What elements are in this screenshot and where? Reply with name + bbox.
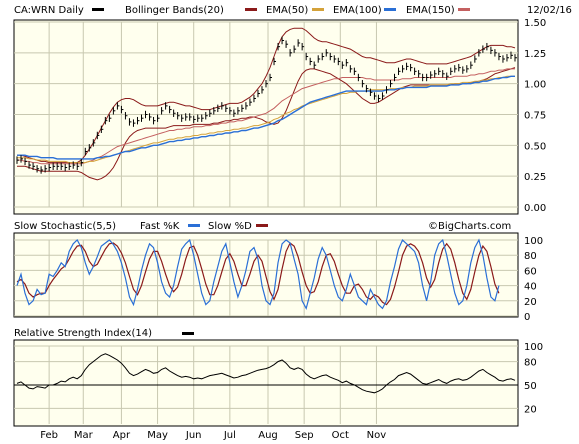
stochastic-slow-label: Slow %D (208, 221, 252, 232)
x-axis-labels: Feb Mar Apr May Jun Jul Aug Sep Oct Nov (40, 430, 386, 441)
y-tick-label: 20 (524, 404, 537, 415)
y-tick-label: 80 (524, 358, 537, 369)
slow-d-swatch (256, 224, 268, 227)
x-tick-label: Aug (258, 430, 278, 441)
rsi-line (16, 353, 516, 394)
chart-header: CA:WRN Daily Bollinger Bands(20) EMA(50)… (14, 5, 572, 16)
y-tick-label: 0.00 (524, 203, 546, 214)
price-panel: 1.50 1.25 1.00 0.75 0.50 0.25 0.00 (13, 18, 546, 215)
rsi-grid (14, 345, 518, 424)
slow-d-line (16, 242, 500, 306)
ema100-line (17, 75, 515, 164)
stochastic-fast-label: Fast %K (140, 221, 180, 232)
y-tick-label: 1.50 (524, 18, 546, 29)
y-tick-label: 100 (524, 342, 543, 353)
x-tick-label: Mar (74, 430, 94, 441)
y-tick-label: 0.25 (524, 172, 546, 183)
x-tick-label: Jul (223, 430, 236, 441)
rsi-header-bg (0, 324, 579, 340)
x-tick-label: May (147, 430, 168, 441)
legend-ema50-swatch (312, 8, 324, 11)
ema50-line (17, 68, 515, 165)
x-tick-label: Jun (185, 430, 202, 441)
symbol-label: CA:WRN Daily (14, 5, 84, 16)
chart-date: 12/02/16 (527, 5, 572, 16)
legend-bollinger: Bollinger Bands(20) (125, 5, 224, 16)
y-tick-label: 1.25 (524, 49, 546, 60)
rsi-swatch (182, 332, 194, 335)
legend-ema100: EMA(100) (333, 5, 382, 16)
x-tick-label: Oct (332, 430, 349, 441)
fast-k-line (16, 238, 500, 311)
rsi-series (14, 353, 518, 394)
y-tick-label: 1.00 (524, 80, 546, 91)
bollinger-upper-line (17, 27, 516, 164)
bigcharts-watermark: ©BigCharts.com (428, 221, 511, 232)
price-axis: 1.50 1.25 1.00 0.75 0.50 0.25 0.00 (524, 18, 546, 214)
legend-ema100-swatch (384, 8, 396, 11)
symbol-swatch (92, 8, 104, 11)
y-tick-label: 20 (524, 297, 537, 308)
rsi-panel: Relative Strength Index(14) 100 80 50 20 (0, 324, 579, 427)
stochastic-panel: Slow Stochastic(5,5) Fast %K Slow %D ©Bi… (0, 218, 579, 323)
price-series (16, 27, 517, 181)
stochastic-series (16, 238, 500, 311)
y-tick-label: 50 (524, 381, 537, 392)
ema150-line (17, 75, 515, 160)
rsi-axis: 100 80 50 20 (524, 342, 543, 415)
legend-ema150-swatch (458, 8, 470, 11)
rsi-panel-bg (13, 339, 519, 427)
y-tick-label: 100 (524, 236, 543, 247)
stochastic-title: Slow Stochastic(5,5) (14, 221, 116, 232)
price-panel-bg (13, 19, 519, 215)
legend-ema150: EMA(150) (406, 5, 455, 16)
stochastic-axis: 100 80 60 40 20 0 (524, 236, 543, 323)
x-tick-label: Sep (295, 430, 314, 441)
y-tick-label: 0.75 (524, 111, 546, 122)
legend-bollinger-swatch (245, 8, 257, 11)
legend-ema50: EMA(50) (266, 5, 308, 16)
x-tick-label: Apr (113, 430, 131, 441)
fast-k-swatch (188, 224, 200, 227)
y-tick-label: 40 (524, 282, 537, 293)
stochastic-header-bg (0, 218, 579, 232)
y-tick-label: 60 (524, 266, 537, 277)
x-tick-label: Feb (40, 430, 58, 441)
y-tick-label: 0.50 (524, 141, 546, 152)
y-tick-label: 80 (524, 251, 537, 262)
y-tick-label: 0 (524, 312, 530, 323)
rsi-title: Relative Strength Index(14) (14, 328, 152, 339)
x-tick-label: Nov (367, 430, 387, 441)
